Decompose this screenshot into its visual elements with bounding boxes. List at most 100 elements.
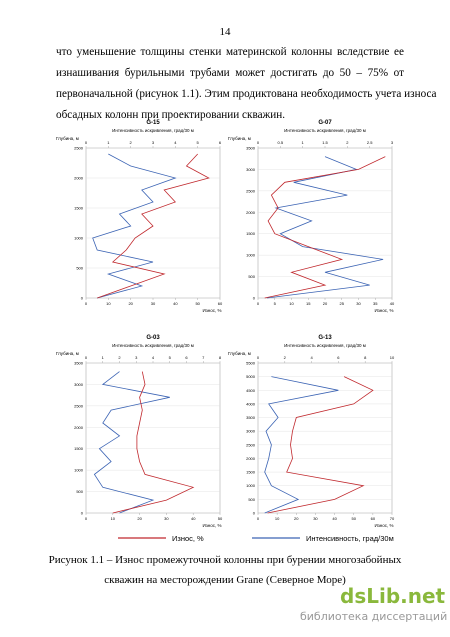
x-axis-label: Износ, % [374,523,393,528]
x2-tick-label: 2 [346,140,349,145]
y-tick-label: 5000 [246,374,256,379]
x-tick-label: 10 [106,301,111,306]
y-tick-label: 500 [76,489,83,494]
text-line: изнашивания бурильными трубами может дос… [56,67,404,79]
x-tick-label: 30 [313,516,318,521]
x2-tick-label: 6 [219,140,222,145]
watermark-site: dsLib.net [340,584,446,608]
y-tick-label: 0 [81,296,84,301]
x-tick-label: 70 [390,516,395,521]
y-tick-label: 1000 [74,468,84,473]
y-tick-label: 3000 [74,382,84,387]
x-tick-label: 0 [85,301,88,306]
text-line: что уменьшение толщины стенки материнско… [56,46,404,58]
x-tick-label: 35 [373,301,378,306]
x2-tick-label: 8 [219,355,222,360]
panel-title: G-03 [146,335,160,341]
y-tick-label: 3000 [246,429,256,434]
x-tick-label: 30 [164,516,169,521]
x2-tick-label: 8 [364,355,367,360]
x-tick-label: 20 [137,516,142,521]
caption-line: скважин на месторождении Grane (Северное… [104,574,346,586]
top-axis-label: Интенсивность искривления, град/30 м [284,128,366,133]
x-tick-label: 60 [371,516,376,521]
x2-tick-label: 1 [107,140,110,145]
x2-tick-label: 4 [310,355,313,360]
y-tick-label: 500 [248,497,255,502]
y-tick-label: 3000 [246,167,256,172]
x2-tick-label: 3 [391,140,394,145]
top-axis-label: Интенсивность искривления, град/30 м [112,128,194,133]
x2-tick-label: 10 [390,355,395,360]
y-axis-label: Глубина, м [56,136,79,141]
x-tick-label: 20 [128,301,133,306]
x2-tick-label: 6 [337,355,340,360]
plot-frame [257,147,393,299]
y-tick-label: 1500 [74,206,84,211]
x-tick-label: 40 [173,301,178,306]
y-tick-label: 2500 [246,188,256,193]
x2-tick-label: 6 [185,355,188,360]
y-tick-label: 2500 [74,403,84,408]
top-axis-label: Интенсивность искривления, град/30 м [112,343,194,348]
x-axis-label: Износ, % [202,308,221,313]
x-tick-label: 50 [195,301,200,306]
x-tick-label: 15 [306,301,311,306]
y-tick-label: 2500 [74,146,84,151]
x2-tick-label: 1 [102,355,105,360]
intensity-line [93,371,170,514]
intensity-line [92,153,177,299]
x2-tick-label: 0 [85,355,88,360]
y-tick-label: 1500 [246,470,256,475]
text-line: первоначальной (рисунок 1.1). Этим проди… [56,88,437,100]
y-tick-label: 2000 [246,456,256,461]
wear-line [264,156,386,299]
panel-title: G-15 [146,120,160,126]
top-axis-label: Интенсивность искривления, град/30 м [284,343,366,348]
y-tick-label: 1000 [246,253,256,258]
page-number: 14 [219,26,231,38]
y-tick-label: 2000 [74,425,84,430]
y-tick-label: 3500 [74,361,84,366]
x2-tick-label: 3 [135,355,138,360]
y-axis-label: Глубина, м [228,136,251,141]
y-tick-label: 1500 [74,446,84,451]
x2-tick-label: 0 [257,355,260,360]
x2-tick-label: 5 [197,140,200,145]
x2-tick-label: 7 [202,355,205,360]
y-axis-label: Глубина, м [228,351,251,356]
text-line: обсадных колонн при проектировании скваж… [56,109,286,121]
watermark-subtitle: библиотека диссертаций [300,610,448,623]
x-axis-label: Износ, % [202,523,221,528]
caption-line: Рисунок 1.1 – Износ промежуточной колонн… [48,554,402,566]
intensity-line [266,156,384,299]
y-tick-label: 0 [253,511,256,516]
wear-line [267,376,374,514]
x-tick-label: 5 [274,301,277,306]
x-tick-label: 10 [111,516,116,521]
x2-tick-label: 0 [85,140,88,145]
x2-tick-label: 5 [169,355,172,360]
plot-frame [257,362,393,514]
x2-tick-label: 3 [152,140,155,145]
y-tick-label: 1000 [74,236,84,241]
y-tick-label: 500 [248,274,255,279]
x2-tick-label: 1.5 [322,140,328,145]
paragraph: что уменьшение толщины стенки материнско… [56,42,437,126]
x2-tick-label: 2 [284,355,287,360]
panel-title: G-13 [318,335,332,341]
x-tick-label: 50 [351,516,356,521]
y-tick-label: 0 [253,296,256,301]
x2-tick-label: 2 [130,140,133,145]
x-tick-label: 0 [257,301,260,306]
y-axis-label: Глубина, м [56,351,79,356]
y-tick-label: 1500 [246,231,256,236]
x-tick-label: 10 [275,516,280,521]
wear-line [97,153,210,299]
x-tick-label: 20 [323,301,328,306]
plot-frame [85,147,221,299]
x-tick-label: 30 [151,301,156,306]
x-tick-label: 0 [85,516,88,521]
